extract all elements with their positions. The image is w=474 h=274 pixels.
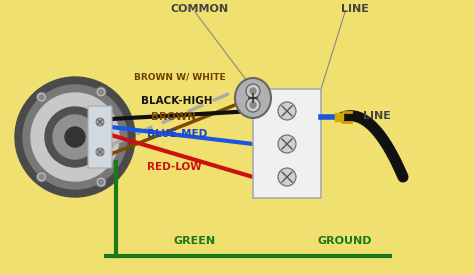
Circle shape	[278, 135, 296, 153]
Circle shape	[39, 174, 44, 179]
Circle shape	[39, 95, 44, 100]
Circle shape	[250, 88, 256, 94]
Circle shape	[250, 102, 256, 108]
Circle shape	[23, 85, 127, 189]
Text: BROWN W/ WHITE: BROWN W/ WHITE	[134, 73, 226, 81]
Text: LINE: LINE	[341, 4, 369, 14]
Text: BLUE-MED: BLUE-MED	[147, 129, 207, 139]
Circle shape	[278, 168, 296, 186]
Circle shape	[36, 172, 46, 182]
Text: BLACK-HIGH: BLACK-HIGH	[141, 96, 213, 106]
Circle shape	[246, 84, 260, 98]
Text: BROWN: BROWN	[152, 112, 197, 122]
Circle shape	[99, 179, 103, 184]
Text: RED-LOW: RED-LOW	[146, 162, 201, 172]
Circle shape	[31, 93, 119, 181]
Text: LINE: LINE	[363, 111, 391, 121]
Circle shape	[96, 177, 106, 187]
Bar	[335, 113, 343, 121]
FancyBboxPatch shape	[253, 89, 321, 198]
Text: GROUND: GROUND	[318, 236, 372, 246]
Ellipse shape	[235, 78, 271, 118]
Circle shape	[96, 148, 104, 156]
Circle shape	[65, 127, 85, 147]
Circle shape	[246, 98, 260, 112]
Circle shape	[15, 77, 135, 197]
Circle shape	[45, 107, 105, 167]
Circle shape	[36, 92, 46, 102]
FancyBboxPatch shape	[88, 106, 112, 168]
Text: GREEN: GREEN	[174, 236, 216, 246]
Circle shape	[53, 115, 97, 159]
Circle shape	[96, 118, 104, 126]
Circle shape	[96, 87, 106, 97]
Text: COMMON: COMMON	[171, 4, 229, 14]
Circle shape	[99, 90, 103, 95]
Circle shape	[278, 102, 296, 120]
